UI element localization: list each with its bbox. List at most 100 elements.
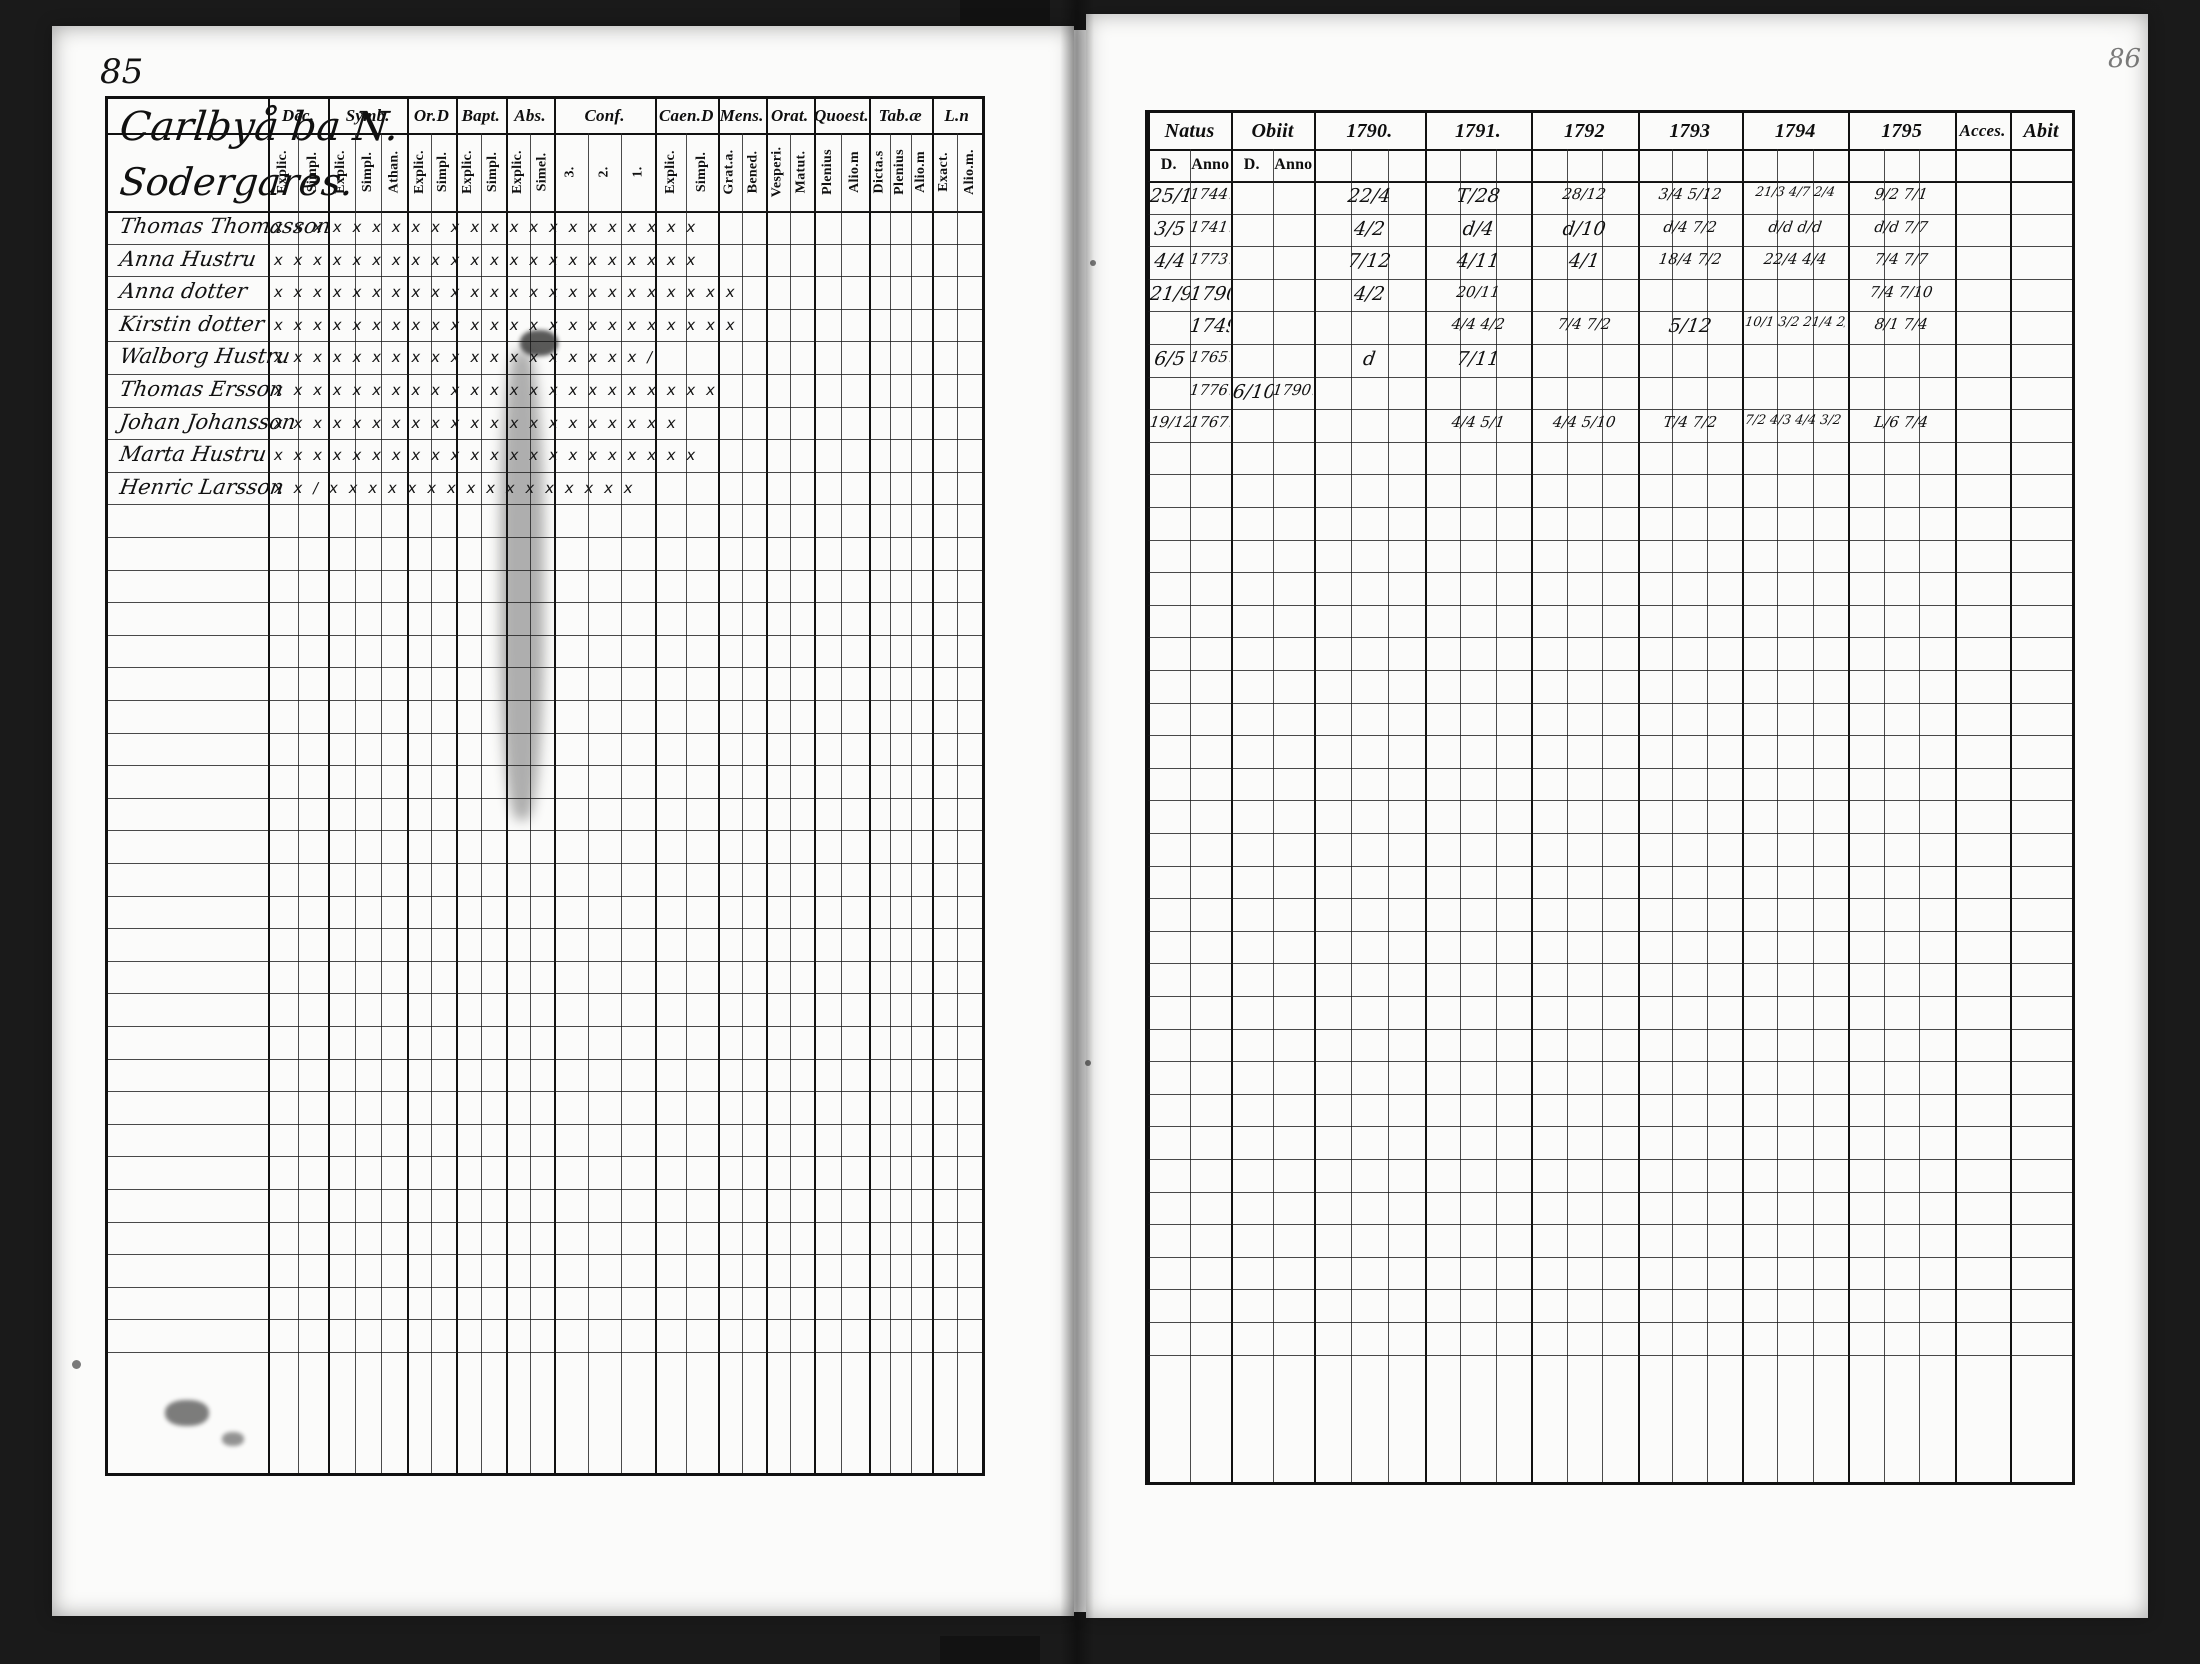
column-header-label: L.n [944,106,970,125]
right-page-table: Natus D. Anno Obiit D. Anno 1790. 1791. 1792 1793… [1145,110,2075,1485]
row-rule-21 [1148,865,2072,867]
column-rule-10 [2072,113,2074,1482]
cell-y1795: 7/4 7/7 [1873,250,1930,269]
column-subheader-label: D. [1243,156,1260,173]
column-rule-4 [1531,113,1534,1482]
year-subrule-4-1 [1566,149,1568,1482]
row-rule-14 [108,667,982,669]
column-subheader-10-2: Alio.m [911,133,932,211]
column-header-label: Acces. [1959,121,2006,140]
column-rule-8 [1954,113,1957,1482]
row-rule-23 [1148,930,2072,932]
cell-y1793: T/4 7/2 [1661,413,1718,432]
year-subrule-2-2 [1387,149,1389,1482]
column-rule-1 [328,99,331,1473]
cell-y1794: 7/2 4/3 4/4 3/2 2/1 4/2 [1743,413,1847,429]
column-rule-11 [931,99,934,1473]
row-rule-6 [108,406,982,408]
row-rule-18 [108,797,982,799]
dust-speck-3 [1085,1060,1091,1066]
column-rule-7 [1848,113,1851,1482]
row-marks: x x x x x x x x x x x x x x x x x x x x … [272,413,681,432]
column-header-caen-d: Caen.D [655,99,718,133]
binding-shadow-bottom [940,1636,1040,1664]
column-subheader-label: Explic. [411,150,427,194]
cell-y1795: 8/1 7/4 [1873,315,1930,334]
row-rule-11 [108,569,982,571]
column-header-natus: Natus [1148,113,1231,149]
column-rule-10 [869,99,871,1473]
row-rule-29 [108,1156,982,1158]
row-rule-3 [1148,278,2072,280]
row-rule-30 [108,1189,982,1190]
cell-y1791: 4/4 4/2 [1450,315,1506,334]
column-rule-12 [982,99,984,1473]
cell-natus_day: 19/12 [1148,413,1191,432]
column-header-acces-: Acces. [1955,113,2010,149]
column-header-l-n: L.n [932,99,982,133]
column-header-label: 1794 [1774,119,1816,142]
row-rule-2 [1148,246,2072,248]
scanner-background-left [0,0,60,1664]
subcolumn-rule-5-2 [621,133,623,1473]
column-subheader-2-0: Explic. [407,133,431,211]
column-header-quoest-: Quoest. [814,99,869,133]
ink-blot-3 [222,1432,244,1446]
row-rule-33 [1148,1256,2072,1258]
column-subheader-label: Simpl. [359,151,375,193]
column-header-1794: 1794 [1742,113,1848,149]
row-rule-11 [1148,539,2072,541]
column-subheader-11-0: Exact. [932,133,957,211]
row-rule-35 [108,1352,982,1353]
year-subrule-5-2 [1707,149,1709,1482]
column-header-label: Or.D [413,106,450,125]
column-header-label: Dec. [281,106,315,125]
row-rule-34 [1148,1289,2072,1291]
cell-y1794: 22/4 4/4 [1762,250,1828,269]
row-rule-23 [108,960,982,962]
row-rule-1 [1148,213,2072,215]
row-rule-27 [108,1091,982,1093]
row-rule-25 [108,1026,982,1027]
column-header-label: Mens. [719,106,764,125]
cell-y1792: 28/12 [1561,185,1608,203]
cell-y1790: 4/2 [1352,282,1387,305]
column-subheader-label: 1. [630,166,646,178]
cell-y1794: 10/1 3/2 21/4 2/2 21/2 [1743,315,1847,331]
row-name: Anna dotter [118,279,249,304]
column-subheader-7-1: Bened. [742,133,766,211]
cell-y1791: T/28 [1454,185,1502,207]
column-subheader-label: Dicta.s [871,150,887,194]
column-rule-3 [1424,113,1427,1482]
year-subrule-7-1 [1883,149,1885,1482]
column-header-1791-: 1791. [1425,113,1531,149]
row-rule-13 [108,634,982,636]
column-subheader-5-2: 1. [621,133,655,211]
row-rule-35 [1148,1322,2072,1323]
column-subheader-1-1: Anno [1273,149,1315,181]
column-subheader-9-0: Plenius [814,133,842,211]
column-header-dec-: Dec. [268,99,328,133]
column-header-label: Obiit [1251,119,1294,142]
row-rule-18 [1148,767,2072,769]
column-subheader-9-1: Alio.m [841,133,869,211]
column-header-label: 1791. [1454,119,1501,142]
scanner-background-bottom [0,1612,2200,1664]
ink-blot-2 [165,1400,209,1426]
row-rule-20 [108,863,982,864]
row-rule-0 [1148,181,2072,182]
column-header-1795: 1795 [1848,113,1954,149]
row-rule-24 [1148,963,2072,965]
row-rule-10 [108,537,982,538]
column-subheader-label: Simpl. [693,151,709,193]
column-subheader-5-0: 3. [554,133,588,211]
cell-y1793: 3/4 5/12 [1657,185,1723,203]
cell-y1793: 5/12 [1666,315,1713,338]
column-header-label: Abit [2023,119,2059,142]
row-rule-13 [1148,604,2072,606]
row-rule-26 [1148,1028,2072,1030]
column-subheader-label: Simel. [534,152,550,192]
subcolumn-rule-8-1 [789,133,791,1473]
row-rule-2 [108,276,982,278]
